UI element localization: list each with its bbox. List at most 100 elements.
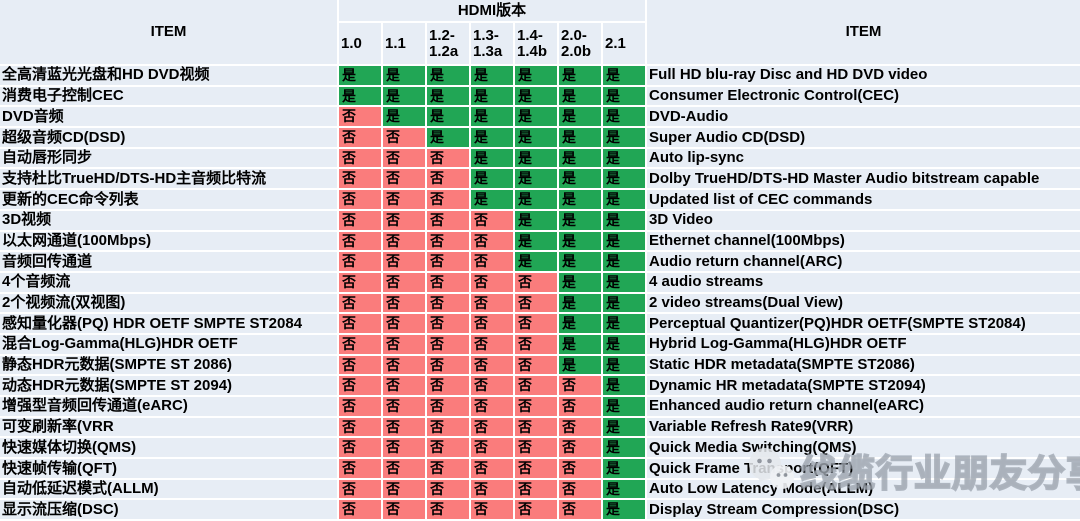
support-cell: 是 — [559, 190, 601, 209]
support-cell: 否 — [383, 334, 425, 354]
support-cell: 是 — [559, 128, 601, 147]
support-cell: 是 — [427, 128, 469, 147]
support-cell: 否 — [559, 479, 601, 499]
support-cell: 否 — [383, 397, 425, 416]
support-cell: 是 — [559, 66, 601, 85]
support-cell: 是 — [603, 397, 645, 416]
item-label-en: 4 audio streams — [647, 272, 1080, 292]
item-label-cn: 静态HDR元数据(SMPTE ST 2086) — [0, 355, 337, 375]
support-cell: 否 — [339, 231, 381, 251]
support-cell: 否 — [559, 500, 601, 520]
item-label-cn: 3D视频 — [0, 210, 337, 230]
support-cell: 是 — [515, 252, 557, 271]
support-cell: 否 — [471, 397, 513, 416]
item-header-right: ITEM — [647, 0, 1080, 64]
item-label-cn: 自动唇形同步 — [0, 148, 337, 168]
support-cell: 否 — [339, 148, 381, 168]
support-cell: 否 — [383, 231, 425, 251]
item-label-cn: 超级音频CD(DSD) — [0, 128, 337, 147]
support-cell: 否 — [427, 210, 469, 230]
support-cell: 否 — [427, 293, 469, 313]
support-cell: 是 — [427, 86, 469, 106]
support-cell: 是 — [515, 148, 557, 168]
support-cell: 是 — [603, 210, 645, 230]
item-label-en: Quick Media Switching(QMS) — [647, 438, 1080, 458]
support-cell: 否 — [471, 479, 513, 499]
item-label-cn: 自动低延迟模式(ALLM) — [0, 479, 337, 499]
support-cell: 否 — [559, 417, 601, 437]
support-cell: 否 — [383, 459, 425, 478]
support-cell: 是 — [515, 190, 557, 209]
support-cell: 否 — [515, 355, 557, 375]
item-label-cn: 更新的CEC命令列表 — [0, 190, 337, 209]
support-cell: 否 — [515, 479, 557, 499]
support-cell: 否 — [339, 438, 381, 458]
support-cell: 否 — [471, 272, 513, 292]
support-cell: 否 — [559, 376, 601, 395]
support-cell: 否 — [383, 252, 425, 271]
support-cell: 是 — [603, 334, 645, 354]
support-cell: 否 — [471, 459, 513, 478]
support-cell: 否 — [339, 107, 381, 127]
support-cell: 是 — [471, 107, 513, 127]
support-cell: 否 — [427, 272, 469, 292]
version-header: 1.0 — [339, 23, 381, 64]
support-cell: 是 — [603, 417, 645, 437]
support-cell: 是 — [559, 252, 601, 271]
support-cell: 否 — [515, 397, 557, 416]
item-label-cn: 快速帧传输(QFT) — [0, 459, 337, 478]
support-cell: 是 — [603, 231, 645, 251]
support-cell: 否 — [383, 210, 425, 230]
support-cell: 是 — [471, 169, 513, 189]
support-cell: 是 — [559, 355, 601, 375]
support-cell: 是 — [559, 86, 601, 106]
support-cell: 是 — [383, 107, 425, 127]
support-cell: 是 — [471, 66, 513, 85]
support-cell: 否 — [383, 169, 425, 189]
item-label-cn: 全高清蓝光光盘和HD DVD视频 — [0, 66, 337, 85]
support-cell: 否 — [383, 438, 425, 458]
item-label-cn: 音频回传通道 — [0, 252, 337, 271]
item-label-en: Variable Refresh Rate9(VRR) — [647, 417, 1080, 437]
support-cell: 否 — [515, 438, 557, 458]
support-cell: 否 — [559, 397, 601, 416]
item-label-en: Full HD blu-ray Disc and HD DVD video — [647, 66, 1080, 85]
support-cell: 否 — [427, 355, 469, 375]
support-cell: 是 — [559, 314, 601, 333]
support-cell: 否 — [383, 293, 425, 313]
support-cell: 否 — [515, 314, 557, 333]
support-cell: 是 — [603, 86, 645, 106]
version-header: 2.0- 2.0b — [559, 23, 601, 64]
item-label-cn: DVD音频 — [0, 107, 337, 127]
support-cell: 否 — [427, 417, 469, 437]
support-cell: 否 — [383, 355, 425, 375]
item-label-en: Ethernet channel(100Mbps) — [647, 231, 1080, 251]
version-header: 1.2- 1.2a — [427, 23, 469, 64]
support-cell: 否 — [427, 252, 469, 271]
support-cell: 是 — [339, 66, 381, 85]
support-cell: 否 — [339, 376, 381, 395]
support-cell: 是 — [383, 86, 425, 106]
item-label-cn: 以太网通道(100Mbps) — [0, 231, 337, 251]
support-cell: 是 — [559, 293, 601, 313]
support-cell: 是 — [603, 66, 645, 85]
item-label-cn: 感知量化器(PQ) HDR OETF SMPTE ST2084 — [0, 314, 337, 333]
support-cell: 是 — [515, 86, 557, 106]
support-cell: 是 — [603, 128, 645, 147]
support-cell: 否 — [515, 376, 557, 395]
support-cell: 否 — [383, 148, 425, 168]
item-label-cn: 消费电子控制CEC — [0, 86, 337, 106]
support-cell: 否 — [427, 190, 469, 209]
support-cell: 否 — [339, 417, 381, 437]
version-header: 2.1 — [603, 23, 645, 64]
support-cell: 是 — [339, 86, 381, 106]
support-cell: 否 — [427, 334, 469, 354]
support-cell: 是 — [559, 169, 601, 189]
hdmi-version-header: HDMI版本 — [339, 0, 645, 21]
version-header: 1.3- 1.3a — [471, 23, 513, 64]
item-label-en: Audio return channel(ARC) — [647, 252, 1080, 271]
item-label-en: DVD-Audio — [647, 107, 1080, 127]
item-label-cn: 2个视频流(双视图) — [0, 293, 337, 313]
support-cell: 是 — [603, 376, 645, 395]
support-cell: 是 — [603, 438, 645, 458]
